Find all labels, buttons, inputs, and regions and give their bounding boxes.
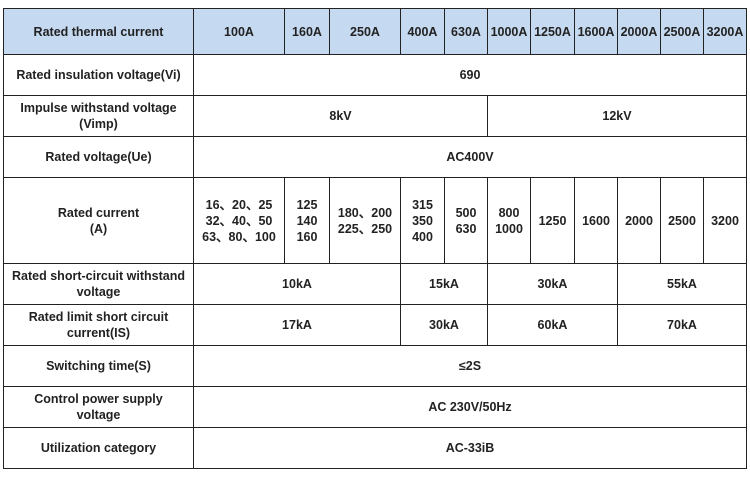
value-cell: 10kA: [193, 263, 401, 305]
value-line: 16、20、25: [205, 197, 273, 212]
value-line: 350: [412, 213, 433, 228]
label-line: Impulse withstand voltage: [20, 101, 177, 115]
value-line: 315: [412, 197, 433, 212]
header-row: Rated thermal current 100A 160A 250A 400…: [3, 8, 747, 55]
row-short-circuit-withstand: Rated short-circuit withstand voltage 10k…: [3, 263, 747, 305]
label-line: voltage: [76, 408, 121, 422]
value-line: 63、80、100: [202, 229, 276, 244]
value-cell: 70kA: [617, 304, 747, 346]
value-cell: AC400V: [193, 136, 747, 178]
row-label: Rated insulation voltage(Vi): [3, 54, 194, 96]
value-cell: 2000: [617, 177, 661, 264]
row-insulation-voltage: Rated insulation voltage(Vi) 690: [3, 54, 747, 96]
value-line: 500: [455, 205, 477, 220]
value-cell: 55kA: [617, 263, 747, 305]
header-cell: 1000A: [487, 8, 531, 55]
value-line: 2500: [668, 213, 696, 228]
value-cell: 125 140 160: [284, 177, 330, 264]
header-cell: 250A: [329, 8, 401, 55]
row-label: Impulse withstand voltage (Vimp): [3, 95, 194, 137]
row-rated-voltage: Rated voltage(Ue) AC400V: [3, 136, 747, 178]
row-utilization: Utilization category AC-33iB: [3, 427, 747, 469]
value-cell: 690: [193, 54, 747, 96]
label-line: Rated current: [57, 205, 140, 220]
label-line: current(IS): [66, 326, 131, 340]
value-line: 32、40、50: [205, 213, 273, 228]
header-cell: 100A: [193, 8, 285, 55]
header-cell: 2000A: [617, 8, 661, 55]
value-cell: 315 350 400: [400, 177, 445, 264]
header-cell: 630A: [444, 8, 488, 55]
label-line: voltage: [76, 285, 121, 299]
value-cell: 12kV: [487, 95, 747, 137]
header-cell: 1250A: [530, 8, 575, 55]
value-cell: 17kA: [193, 304, 401, 346]
label-line: Control power supply: [34, 392, 163, 406]
row-impulse-voltage: Impulse withstand voltage (Vimp) 8kV 12kV: [3, 95, 747, 137]
value-line: 2000: [625, 213, 653, 228]
value-cell: 1250: [530, 177, 575, 264]
value-line: 180、200: [337, 205, 393, 220]
value-line: 1600: [582, 213, 610, 228]
value-cell: 3200: [703, 177, 747, 264]
label-line: Rated short-circuit withstand: [12, 269, 185, 283]
header-label: Rated thermal current: [3, 8, 194, 55]
value-cell: 60kA: [487, 304, 618, 346]
header-cell: 3200A: [703, 8, 747, 55]
header-cell: 2500A: [660, 8, 704, 55]
label-line: (A): [89, 221, 108, 236]
value-cell: AC-33iB: [193, 427, 747, 469]
value-line: 125: [296, 197, 318, 212]
row-limit-short-circuit: Rated limit short circuit current(IS) 17k…: [3, 304, 747, 346]
header-cell: 160A: [284, 8, 330, 55]
value-line: 225、250: [337, 221, 393, 236]
row-label: Rated limit short circuit current(IS): [3, 304, 194, 346]
value-line: 630: [455, 221, 477, 236]
row-label: Utilization category: [3, 427, 194, 469]
row-switching-time: Switching time(S) ≤2S: [3, 345, 747, 387]
value-cell: 16、20、25 32、40、50 63、80、100: [193, 177, 285, 264]
value-cell: AC 230V/50Hz: [193, 386, 747, 428]
label-line: (Vimp): [79, 117, 118, 131]
value-cell: 30kA: [487, 263, 618, 305]
row-label: Rated short-circuit withstand voltage: [3, 263, 194, 305]
value-cell: 15kA: [400, 263, 488, 305]
row-rated-current: Rated current (A) 16、20、25 32、40、50 63、80、1…: [3, 177, 747, 264]
value-line: 1000: [495, 221, 523, 236]
row-label: Rated voltage(Ue): [3, 136, 194, 178]
value-cell: 500 630: [444, 177, 488, 264]
value-line: 1250: [538, 213, 567, 228]
row-label: Switching time(S): [3, 345, 194, 387]
header-cell: 1600A: [574, 8, 618, 55]
value-cell: 30kA: [400, 304, 488, 346]
value-line: 400: [412, 229, 433, 244]
row-label: Rated current (A): [3, 177, 194, 264]
row-control-power: Control power supply voltage AC 230V/50Hz: [3, 386, 747, 428]
value-cell: 180、200 225、250: [329, 177, 401, 264]
spec-table: Rated thermal current 100A 160A 250A 400…: [3, 8, 747, 469]
value-line: 140: [296, 213, 318, 228]
value-cell: 8kV: [193, 95, 488, 137]
value-cell: 1600: [574, 177, 618, 264]
value-line: 3200: [711, 213, 739, 228]
value-line: 800: [498, 205, 520, 220]
header-cell: 400A: [400, 8, 445, 55]
row-label: Control power supply voltage: [3, 386, 194, 428]
value-cell: ≤2S: [193, 345, 747, 387]
label-line: Rated limit short circuit: [28, 310, 169, 324]
value-cell: 2500: [660, 177, 704, 264]
value-cell: 800 1000: [487, 177, 531, 264]
value-line: 160: [296, 229, 318, 244]
